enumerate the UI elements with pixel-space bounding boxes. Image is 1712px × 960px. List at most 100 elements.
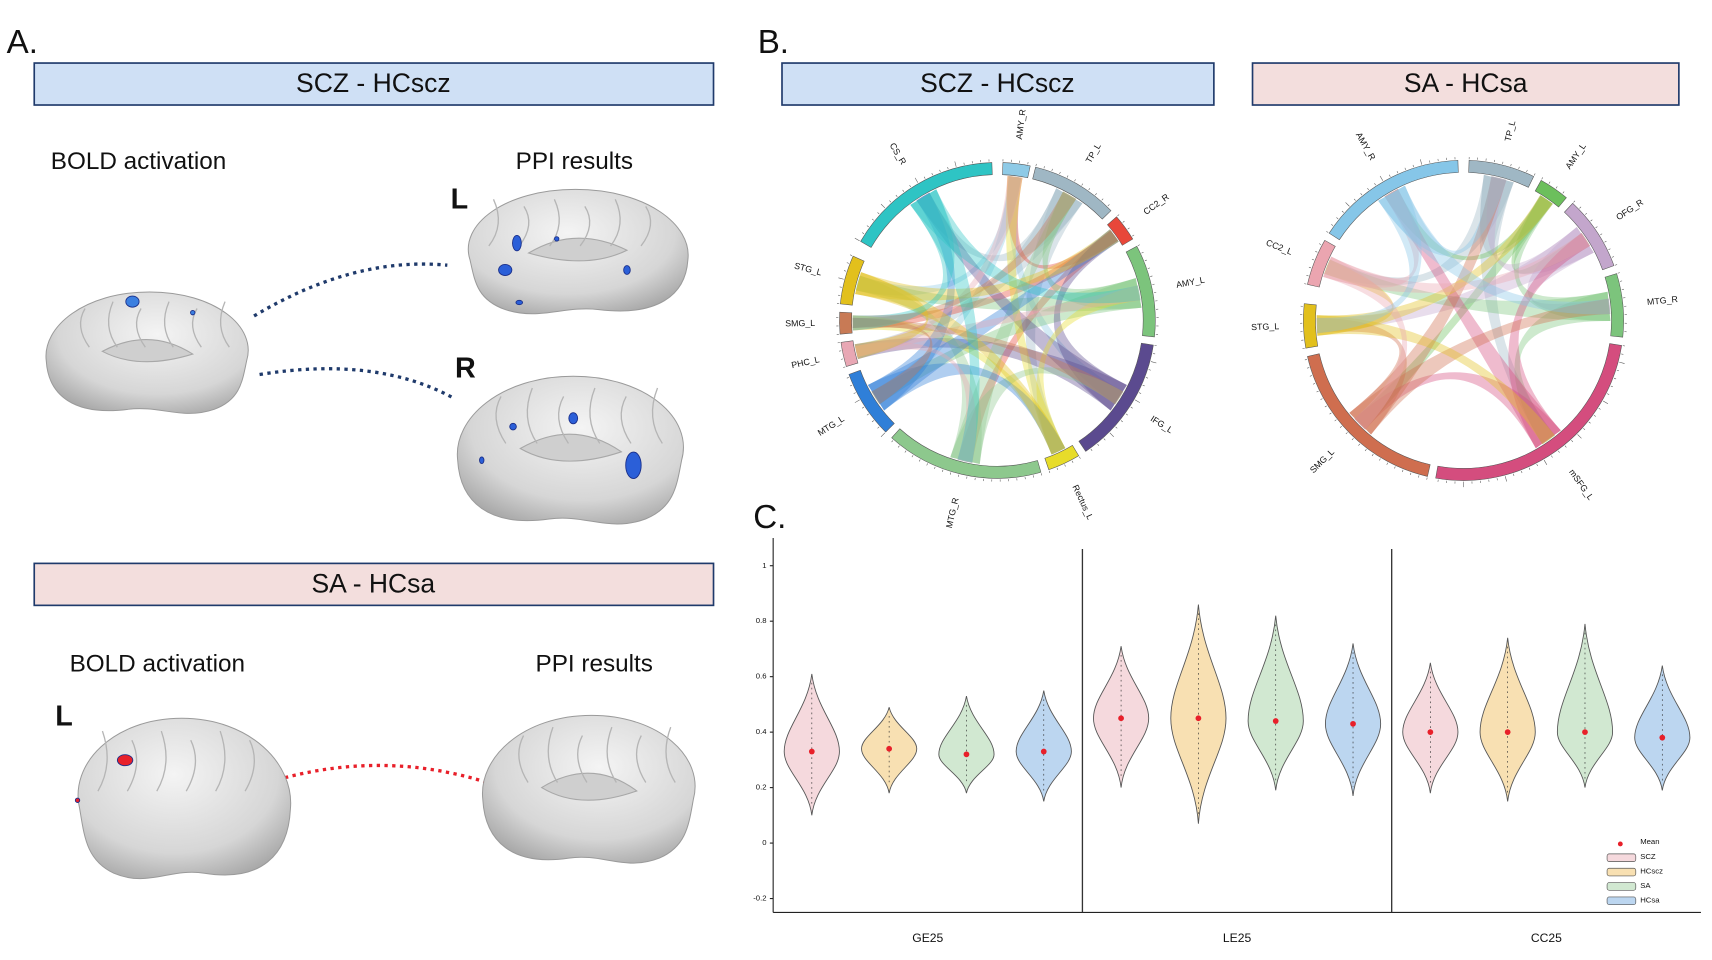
chord-ribbon (1378, 185, 1611, 315)
chord-ribbon (916, 192, 1127, 411)
chord-ribbon (871, 176, 1022, 405)
title-box (781, 62, 1215, 106)
chord-tick (1141, 251, 1144, 254)
violin (1402, 662, 1459, 794)
chord-tick (1144, 259, 1147, 262)
chord-tick (1101, 198, 1104, 201)
mean-dot (1504, 729, 1511, 736)
chord-tick (1142, 384, 1145, 387)
region-label: AMY_L (1563, 141, 1588, 171)
chord-tick (1351, 438, 1354, 441)
chord-tick (1510, 163, 1512, 167)
brain-sulcus (135, 308, 146, 348)
x-tick-label: LE25 (1223, 931, 1252, 945)
activation-blob (515, 299, 524, 306)
chord-arc (1032, 166, 1112, 220)
chord-arc (1125, 245, 1156, 338)
chord-tick (1616, 369, 1620, 372)
region-label: SMG_L (1308, 447, 1336, 475)
chord-tick (1341, 210, 1344, 213)
chord-tick (1307, 367, 1310, 369)
panel-label: A. (7, 24, 38, 61)
chord-tick (1364, 449, 1367, 452)
chord-arc (839, 311, 853, 335)
region-label: MTG_L (816, 413, 846, 437)
connector (284, 763, 487, 784)
chord-ribbon (1316, 259, 1394, 336)
chord-ribbon (1511, 195, 1591, 274)
chord-ribbon (852, 317, 1124, 405)
chord-tick (1379, 175, 1384, 181)
chord-tick (1059, 171, 1061, 175)
legend-swatch (1606, 896, 1637, 906)
activation-blob (509, 422, 517, 431)
chord-ribbon (854, 176, 1023, 358)
chord-tick (1521, 470, 1523, 474)
chord-tick (877, 212, 880, 215)
chord-tick (1150, 275, 1153, 277)
chord-tick (1404, 167, 1406, 170)
chord-ribbon (910, 189, 980, 463)
chord-tick (1071, 460, 1074, 463)
region-label: CC2_R (1141, 192, 1170, 217)
chord-tick (1353, 198, 1356, 201)
brain (78, 718, 291, 878)
chord-ribbon (1513, 195, 1611, 322)
title-box (33, 62, 715, 106)
chord-tick (1593, 414, 1596, 417)
brain-medial (540, 772, 638, 801)
chord-ribbon (1508, 233, 1591, 449)
chord-ribbon (1316, 185, 1422, 334)
chord-ribbon (1316, 315, 1555, 445)
chord-tick (1311, 258, 1315, 261)
chord-tick (954, 161, 957, 167)
chord-ribbon (852, 191, 1077, 328)
legend-label: SCZ (1640, 852, 1656, 861)
chord-tick (1562, 191, 1565, 194)
chord-tick (853, 392, 856, 394)
violin (783, 673, 840, 816)
chord-ribbon (1316, 195, 1553, 336)
chord-tick (1134, 399, 1141, 403)
brain-sulcus (97, 730, 108, 792)
chord-tick (849, 254, 853, 256)
chord-tick (1127, 227, 1130, 230)
region-label: OFG_R (1614, 197, 1645, 222)
region-label: STG_L (1251, 321, 1279, 332)
chord-tick (1329, 412, 1332, 415)
brain-sulcus (244, 739, 255, 792)
chord-tick (1585, 212, 1588, 215)
chord-tick (1394, 466, 1396, 469)
chord-tick (1360, 193, 1363, 196)
chord-tick (1095, 193, 1097, 196)
chord-tick (880, 203, 886, 209)
chord-tick (941, 469, 944, 473)
chord-ribbon (1354, 195, 1553, 430)
chord-tick (1090, 448, 1093, 452)
brain-medial (101, 339, 195, 363)
chord-ribbon (854, 285, 1141, 358)
chord-tick (1345, 432, 1348, 435)
box-title: SA - HCsa (1404, 68, 1528, 98)
chord-ribbon (950, 367, 1124, 465)
chord-tick (1571, 440, 1574, 443)
activation-blob (190, 310, 196, 316)
chord-ribbon (1479, 174, 1555, 445)
chord-tick (1617, 272, 1620, 274)
chord-tick (1379, 458, 1381, 461)
chord-ribbon (1324, 174, 1514, 286)
chord-tick (909, 185, 911, 188)
chord-ribbon (1349, 176, 1507, 435)
region-label: MTG_R (1647, 294, 1679, 307)
activation-blob (568, 412, 579, 425)
brain-sulcus (579, 206, 591, 247)
chord-arc (1303, 303, 1319, 349)
region-label: TP_L (1084, 141, 1103, 164)
chord-tick (1600, 233, 1603, 236)
brain-sulcus (665, 726, 676, 783)
chord-tick (1577, 434, 1582, 439)
chord-tick (1109, 432, 1114, 437)
chord-tick (931, 172, 933, 176)
chord-ribbon (1486, 176, 1594, 275)
chord-tick (1115, 426, 1118, 429)
